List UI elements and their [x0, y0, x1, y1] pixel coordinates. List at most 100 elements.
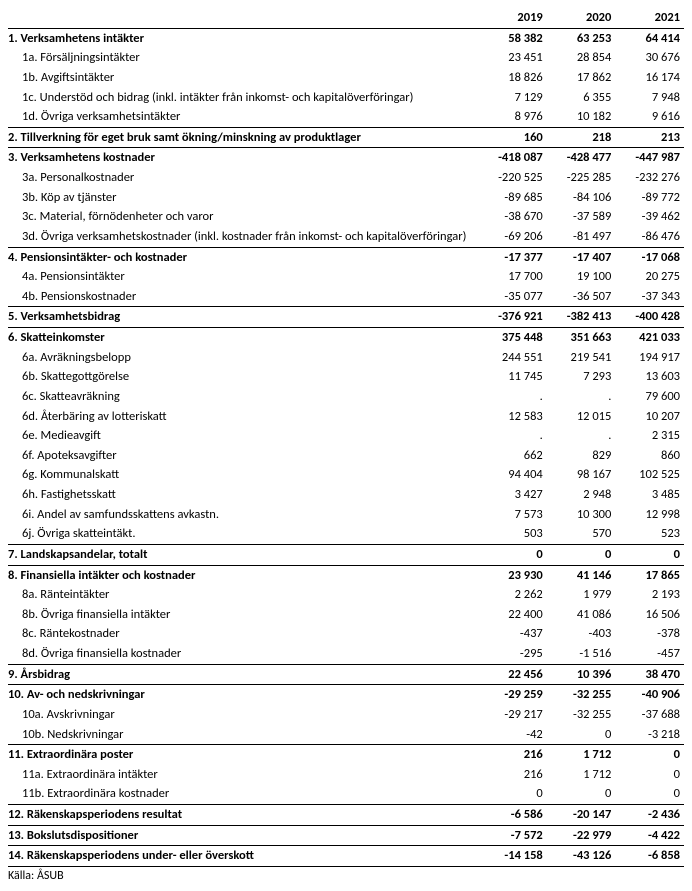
- cell-value: -400 428: [615, 307, 684, 328]
- cell-value: -38 670: [478, 207, 547, 227]
- table-row: 13. Bokslutsdispositioner-7 572-22 979-4…: [8, 825, 684, 846]
- table-row: 1a. Försäljningsintäkter23 45128 85430 6…: [8, 48, 684, 68]
- cell-value: -35 077: [478, 287, 547, 307]
- cell-value: 10 207: [615, 407, 684, 427]
- row-label: 6f. Apoteksavgifter: [8, 446, 478, 466]
- row-label: 1c. Understöd och bidrag (inkl. intäkter…: [8, 88, 478, 108]
- cell-value: 7 573: [478, 505, 547, 525]
- row-label: 1d. Övriga verksamhetsintäkter: [8, 107, 478, 127]
- table-row: 14. Räkenskapsperiodens under- eller öve…: [8, 846, 684, 867]
- row-label: 3c. Material, förnödenheter och varor: [8, 207, 478, 227]
- cell-value: 2 262: [478, 585, 547, 605]
- cell-value: -378: [615, 624, 684, 644]
- cell-value: -7 572: [478, 825, 547, 846]
- cell-value: 1 979: [547, 585, 616, 605]
- cell-value: 102 525: [615, 465, 684, 485]
- table-row: 1. Verksamhetens intäkter58 38263 25364 …: [8, 28, 684, 48]
- cell-value: 523: [615, 524, 684, 544]
- table-row: 6i. Andel av samfundsskattens avkastn.7 …: [8, 505, 684, 525]
- cell-value: -32 255: [547, 685, 616, 705]
- row-label: 3b. Köp av tjänster: [8, 188, 478, 208]
- table-row: 6a. Avräkningsbelopp244 551219 541194 91…: [8, 348, 684, 368]
- row-label: 6a. Avräkningsbelopp: [8, 348, 478, 368]
- cell-value: -232 276: [615, 168, 684, 188]
- cell-value: -36 507: [547, 287, 616, 307]
- row-label: 6e. Medieavgift: [8, 426, 478, 446]
- cell-value: 10 396: [547, 664, 616, 685]
- row-label: 8. Finansiella intäkter och kostnader: [8, 565, 478, 585]
- cell-value: 375 448: [478, 328, 547, 348]
- cell-value: -89 772: [615, 188, 684, 208]
- cell-value: .: [478, 387, 547, 407]
- cell-value: 16 174: [615, 68, 684, 88]
- table-row: 6c. Skatteavräkning..79 600: [8, 387, 684, 407]
- cell-value: 20 275: [615, 267, 684, 287]
- cell-value: 0: [615, 544, 684, 565]
- cell-value: -225 285: [547, 168, 616, 188]
- cell-value: 421 033: [615, 328, 684, 348]
- row-label: 6h. Fastighetsskatt: [8, 485, 478, 505]
- cell-value: .: [547, 426, 616, 446]
- cell-value: 10 182: [547, 107, 616, 127]
- row-label: 3. Verksamhetens kostnader: [8, 148, 478, 168]
- table-row: 3a. Personalkostnader-220 525-225 285-23…: [8, 168, 684, 188]
- row-label: 6j. Övriga skatteintäkt.: [8, 524, 478, 544]
- cell-value: -4 422: [615, 825, 684, 846]
- header-row: 2019 2020 2021: [8, 8, 684, 28]
- table-row: 6e. Medieavgift..2 315: [8, 426, 684, 446]
- row-label: 13. Bokslutsdispositioner: [8, 825, 478, 846]
- table-row: 6d. Återbäring av lotteriskatt12 58312 0…: [8, 407, 684, 427]
- row-label: 11b. Extraordinära kostnader: [8, 784, 478, 804]
- cell-value: 17 865: [615, 565, 684, 585]
- cell-value: 7 948: [615, 88, 684, 108]
- row-label: 10a. Avskrivningar: [8, 705, 478, 725]
- cell-value: -32 255: [547, 705, 616, 725]
- cell-value: 64 414: [615, 28, 684, 48]
- cell-value: -376 921: [478, 307, 547, 328]
- cell-value: 9 616: [615, 107, 684, 127]
- cell-value: 22 400: [478, 605, 547, 625]
- cell-value: -295: [478, 644, 547, 664]
- row-label: 10b. Nedskrivningar: [8, 725, 478, 745]
- cell-value: -3 218: [615, 725, 684, 745]
- cell-value: 213: [615, 127, 684, 148]
- row-label: 1a. Försäljningsintäkter: [8, 48, 478, 68]
- cell-value: 41 146: [547, 565, 616, 585]
- row-label: 2. Tillverkning för eget bruk samt öknin…: [8, 127, 478, 148]
- cell-value: -89 685: [478, 188, 547, 208]
- table-row: 6j. Övriga skatteintäkt.503570523: [8, 524, 684, 544]
- cell-value: -37 589: [547, 207, 616, 227]
- cell-value: 0: [615, 784, 684, 804]
- cell-value: 41 086: [547, 605, 616, 625]
- table-row: 9. Årsbidrag22 45610 39638 470: [8, 664, 684, 685]
- table-row: 1b. Avgiftsintäkter18 82617 86216 174: [8, 68, 684, 88]
- cell-value: 7 293: [547, 367, 616, 387]
- row-label: 6c. Skatteavräkning: [8, 387, 478, 407]
- cell-value: 3 485: [615, 485, 684, 505]
- row-label: 4. Pensionsintäkter- och kostnader: [8, 247, 478, 267]
- table-row: 11b. Extraordinära kostnader000: [8, 784, 684, 804]
- cell-value: -86 476: [615, 227, 684, 247]
- cell-value: -6 586: [478, 805, 547, 826]
- row-label: 11a. Extraordinära intäkter: [8, 765, 478, 785]
- table-row: 2. Tillverkning för eget bruk samt öknin…: [8, 127, 684, 148]
- cell-value: 244 551: [478, 348, 547, 368]
- row-label: 6d. Återbäring av lotteriskatt: [8, 407, 478, 427]
- cell-value: 13 603: [615, 367, 684, 387]
- table-row: 10b. Nedskrivningar-420-3 218: [8, 725, 684, 745]
- table-row: 4. Pensionsintäkter- och kostnader-17 37…: [8, 247, 684, 267]
- table-row: 6h. Fastighetsskatt3 4272 9483 485: [8, 485, 684, 505]
- cell-value: 16 506: [615, 605, 684, 625]
- table-row: 4b. Pensionskostnader-35 077-36 507-37 3…: [8, 287, 684, 307]
- row-label: 4b. Pensionskostnader: [8, 287, 478, 307]
- cell-value: 11 745: [478, 367, 547, 387]
- cell-value: 18 826: [478, 68, 547, 88]
- cell-value: 0: [547, 784, 616, 804]
- cell-value: 17 862: [547, 68, 616, 88]
- cell-value: 570: [547, 524, 616, 544]
- cell-value: 12 998: [615, 505, 684, 525]
- table-row: 6. Skatteinkomster375 448351 663421 033: [8, 328, 684, 348]
- cell-value: -42: [478, 725, 547, 745]
- table-row: 8c. Räntekostnader-437-403-378: [8, 624, 684, 644]
- cell-value: 0: [478, 544, 547, 565]
